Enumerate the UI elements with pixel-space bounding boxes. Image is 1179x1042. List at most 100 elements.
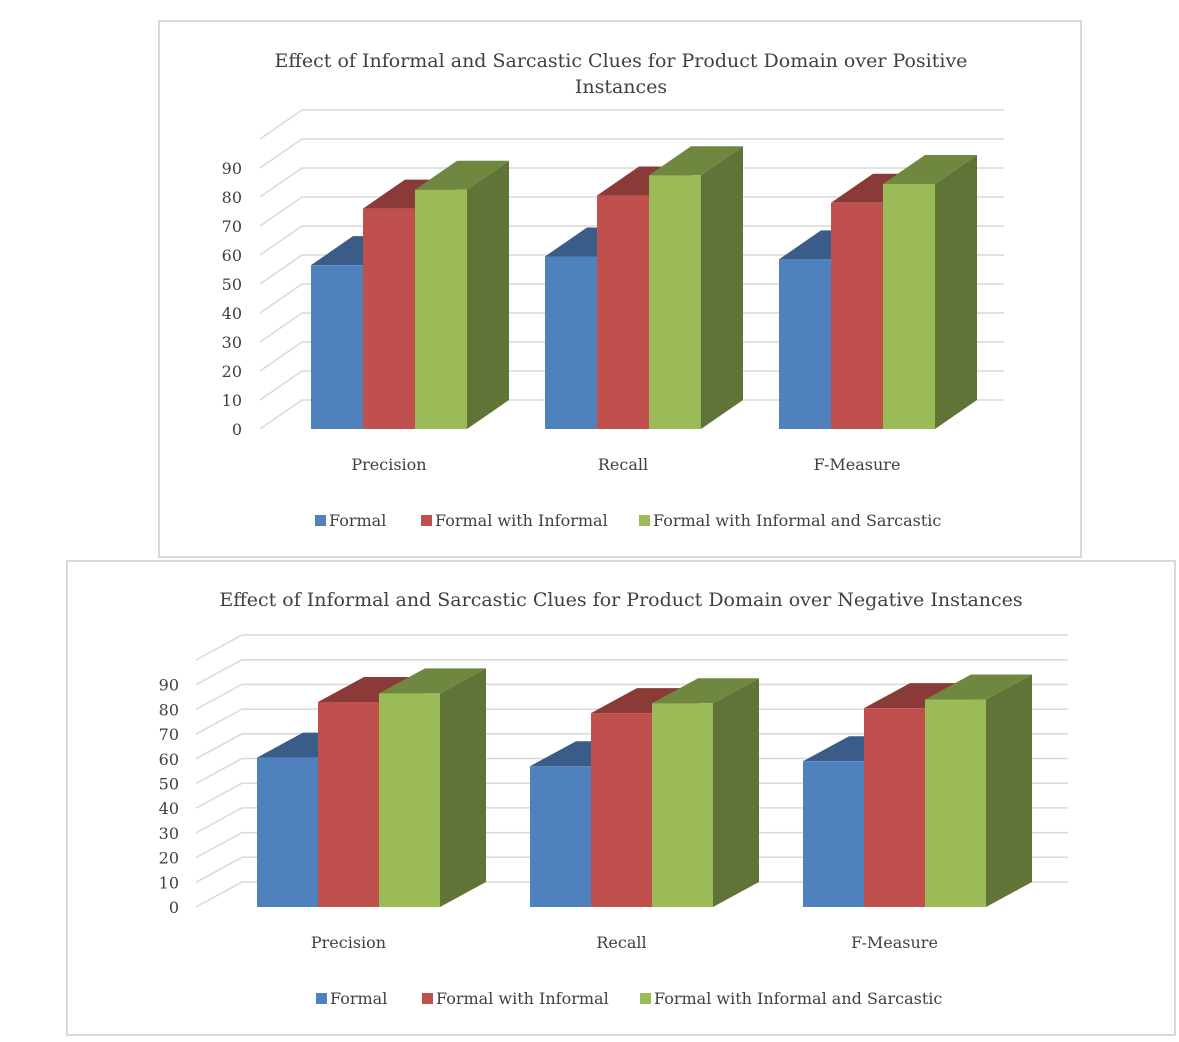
gridline [195, 658, 1068, 686]
bar [652, 678, 759, 907]
legend-label: Formal [329, 511, 386, 530]
category-label: Recall [598, 455, 648, 474]
bar-front [649, 175, 701, 429]
chart-title: Effect of Informal and Sarcastic Clues f… [275, 50, 968, 72]
y-tick-label: 20 [159, 849, 179, 868]
legend-swatch [315, 515, 326, 526]
legend-label: Formal with Informal and Sarcastic [654, 989, 942, 1008]
legend-swatch [639, 515, 650, 526]
y-tick-label: 90 [222, 159, 242, 178]
y-tick-label: 60 [222, 246, 242, 265]
legend-item: Formal with Informal [422, 989, 609, 1008]
y-tick-label: 80 [222, 188, 242, 207]
category-label: F-Measure [851, 933, 938, 952]
bar-top [649, 146, 743, 176]
y-tick-label: 0 [169, 898, 179, 917]
bar-front [379, 693, 440, 907]
bar-front [883, 183, 935, 429]
legend-label: Formal with Informal and Sarcastic [653, 511, 941, 530]
bar-front [415, 189, 467, 429]
legend-item: Formal [315, 511, 386, 530]
chart-negative: Effect of Informal and Sarcastic Clues f… [159, 589, 1068, 1008]
bar-front [257, 757, 318, 907]
legend-item: Formal with Informal and Sarcastic [640, 989, 942, 1008]
bar-top [925, 674, 1032, 700]
bar [379, 668, 486, 907]
bar-front [831, 202, 883, 429]
gridlines [195, 634, 1068, 908]
gridline [259, 225, 1004, 256]
gridline [195, 757, 1068, 785]
legend-item: Formal with Informal [421, 511, 608, 530]
gridline [259, 109, 1004, 140]
legend-label: Formal with Informal [435, 511, 608, 530]
bars [311, 146, 977, 430]
bar [415, 160, 509, 429]
bar-top [652, 678, 759, 704]
y-tick-label: 50 [159, 775, 179, 794]
bar-side [440, 668, 486, 907]
category-label: F-Measure [814, 455, 901, 474]
y-tick-label: 10 [222, 391, 242, 410]
category-label: Recall [596, 933, 646, 952]
y-tick-label: 50 [222, 275, 242, 294]
gridline [195, 831, 1068, 859]
legend: Formal Formal with Informal Formal with In… [316, 989, 942, 1008]
chart-panel-negative: Effect of Informal and Sarcastic Clues f… [66, 560, 1176, 1036]
y-tick-label: 40 [159, 799, 179, 818]
legend-swatch [421, 515, 432, 526]
gridline [259, 196, 1004, 227]
legend-swatch [316, 993, 327, 1004]
bar-front [652, 703, 713, 907]
bar-front [803, 761, 864, 907]
y-tick-label: 30 [222, 333, 242, 352]
bar-front [591, 713, 652, 907]
legend-item: Formal [316, 989, 387, 1008]
bar [883, 154, 977, 429]
legend-swatch [640, 993, 651, 1004]
gridline [259, 283, 1004, 314]
bar-top [415, 160, 509, 190]
bar-front [363, 208, 415, 429]
bar-side [701, 146, 743, 429]
bar-front [318, 701, 379, 907]
legend-item: Formal with Informal and Sarcastic [639, 511, 941, 530]
y-tick-label: 0 [232, 420, 242, 439]
bars [257, 668, 1032, 907]
bar-side [467, 160, 509, 429]
chart-positive: Effect of Informal and Sarcastic Clues f… [222, 50, 1004, 530]
gridline [259, 167, 1004, 198]
gridline [195, 881, 1068, 908]
gridline [195, 733, 1068, 760]
y-tick-label: 70 [222, 217, 242, 236]
gridline [195, 683, 1068, 711]
gridline [259, 312, 1004, 343]
gridline [259, 254, 1004, 285]
category-label: Precision [311, 933, 386, 952]
bar [925, 674, 1032, 907]
bar-front [530, 766, 591, 907]
bar-front [779, 259, 831, 429]
legend: Formal Formal with Informal Formal with In… [315, 511, 941, 530]
gridline [259, 370, 1004, 401]
y-tick-label: 90 [159, 676, 179, 695]
bar-top [379, 668, 486, 694]
y-tick-label: 20 [222, 362, 242, 381]
legend-swatch [422, 993, 433, 1004]
y-tick-label: 70 [159, 725, 179, 744]
bar-front [864, 708, 925, 907]
gridline [195, 634, 1068, 661]
bar-front [545, 256, 597, 429]
gridline [259, 341, 1004, 372]
gridline [195, 856, 1068, 883]
bar-front [925, 699, 986, 907]
bar-side [986, 674, 1032, 907]
chart-title: Instances [575, 76, 667, 98]
bar-front [311, 265, 363, 429]
gridline [259, 138, 1004, 169]
gridline [195, 782, 1068, 809]
bar-front [597, 195, 649, 429]
bar-side [713, 678, 759, 907]
bar-top [883, 154, 977, 184]
gridline [195, 807, 1068, 834]
